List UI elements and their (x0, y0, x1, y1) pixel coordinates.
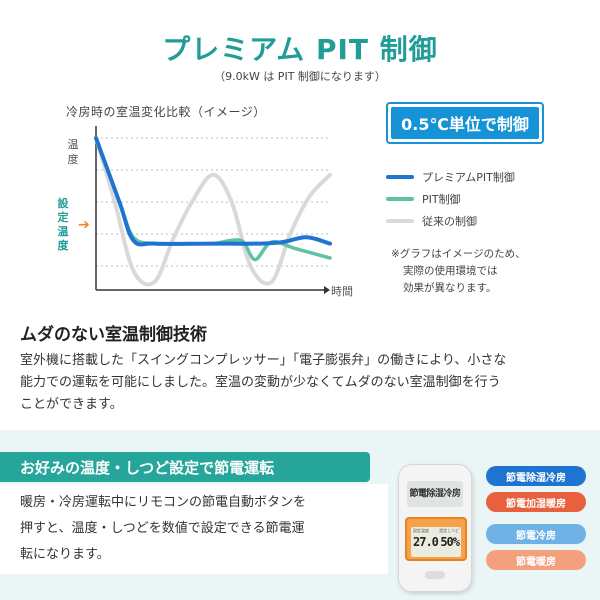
remote-lcd-label: 設定しつど (439, 528, 459, 533)
remote-lcd-values: 27.0 50% (411, 535, 461, 549)
legend-swatch (386, 219, 414, 223)
remote-control-image: 節電除湿冷房 設定温度 設定しつど 27.0 50% (398, 464, 472, 592)
bottom-body: 暖房・冷房運転中にリモコンの節電自動ボタンを 押すと、温度・しつどを数値で設定で… (20, 490, 380, 568)
legend-item: 従来の制御 (386, 210, 515, 232)
chart-set-temp-label: 設定温度 (57, 197, 69, 252)
remote-lcd: 設定温度 設定しつど 27.0 50% (411, 527, 461, 557)
remote-lcd-value: 27.0 (413, 535, 439, 549)
body-line: 転になります。 (20, 547, 110, 562)
chart-caption: 冷房時の室温変化比較（イメージ） (66, 105, 266, 119)
body-line: 能力での運転を可能にしました。室温の変動が少なくてムダのない室温制御を行う (20, 375, 501, 390)
remote-button (425, 571, 445, 579)
precision-badge: 0.5℃単位で制御 (386, 102, 544, 144)
section-body: 室外機に搭載した「スイングコンプレッサー」「電子膨張弁」の働きにより、小さな 能… (20, 350, 590, 416)
bottom-text-card (0, 484, 388, 574)
legend-label: 従来の制御 (422, 215, 477, 228)
mode-button-cool: 節電冷房 (486, 524, 586, 544)
temperature-chart (94, 126, 332, 294)
section-heading: ムダのない室温制御技術 (20, 325, 207, 345)
legend-item: PIT制御 (386, 188, 515, 210)
chart-legend: プレミアムPIT制御 PIT制御 従来の制御 (386, 166, 515, 232)
chart-series-line (94, 136, 332, 287)
remote-lcd-labels: 設定温度 設定しつど (411, 527, 461, 535)
remote-screen: 設定温度 設定しつど 27.0 50% (405, 517, 467, 561)
mode-button-dehumidify-cool: 節電除湿冷房 (486, 466, 586, 486)
precision-badge-text: 0.5℃単位で制御 (391, 107, 539, 139)
legend-label: プレミアムPIT制御 (422, 171, 515, 184)
note-line: ※グラフはイメージのため、 (391, 248, 526, 260)
note-line: 効果が異なります。 (403, 282, 497, 294)
chart-note: ※グラフはイメージのため、 実際の使用環境では 効果が異なります。 (391, 246, 571, 297)
remote-lcd-value: 50% (440, 535, 460, 549)
chart-x-axis-arrowhead (324, 286, 330, 294)
body-line: 室外機に搭載した「スイングコンプレッサー」「電子膨張弁」の働きにより、小さな (20, 353, 507, 368)
legend-swatch (386, 175, 414, 179)
chart-series-line (94, 136, 332, 247)
remote-lcd-label: 設定温度 (413, 528, 429, 533)
chart-x-axis-label: 時間 (331, 285, 353, 298)
mode-button-heat: 節電暖房 (486, 550, 586, 570)
body-line: ことができます。 (20, 397, 123, 412)
legend-swatch (386, 197, 414, 201)
mode-button-humidify-heat: 節電加湿暖房 (486, 492, 586, 512)
legend-label: PIT制御 (422, 193, 461, 206)
arrow-right-icon: ➔ (78, 217, 90, 233)
page-title: プレミアム PIT 制御 (162, 33, 438, 66)
energy-saving-tag: お好みの温度・しつど設定で節電運転 (0, 452, 370, 482)
body-line: 暖房・冷房運転中にリモコンの節電自動ボタンを (20, 495, 307, 510)
page-subtitle: （9.0kW は PIT 制御になります） (214, 70, 386, 83)
chart-y-axis-label: 温度 (67, 138, 79, 166)
chart-series-line (94, 136, 332, 262)
body-line: 押すと、温度・しつどを数値で設定できる節電運 (20, 521, 305, 536)
legend-item: プレミアムPIT制御 (386, 166, 515, 188)
remote-top-display: 節電除湿冷房 (407, 481, 463, 507)
note-line: 実際の使用環境では (403, 265, 498, 277)
